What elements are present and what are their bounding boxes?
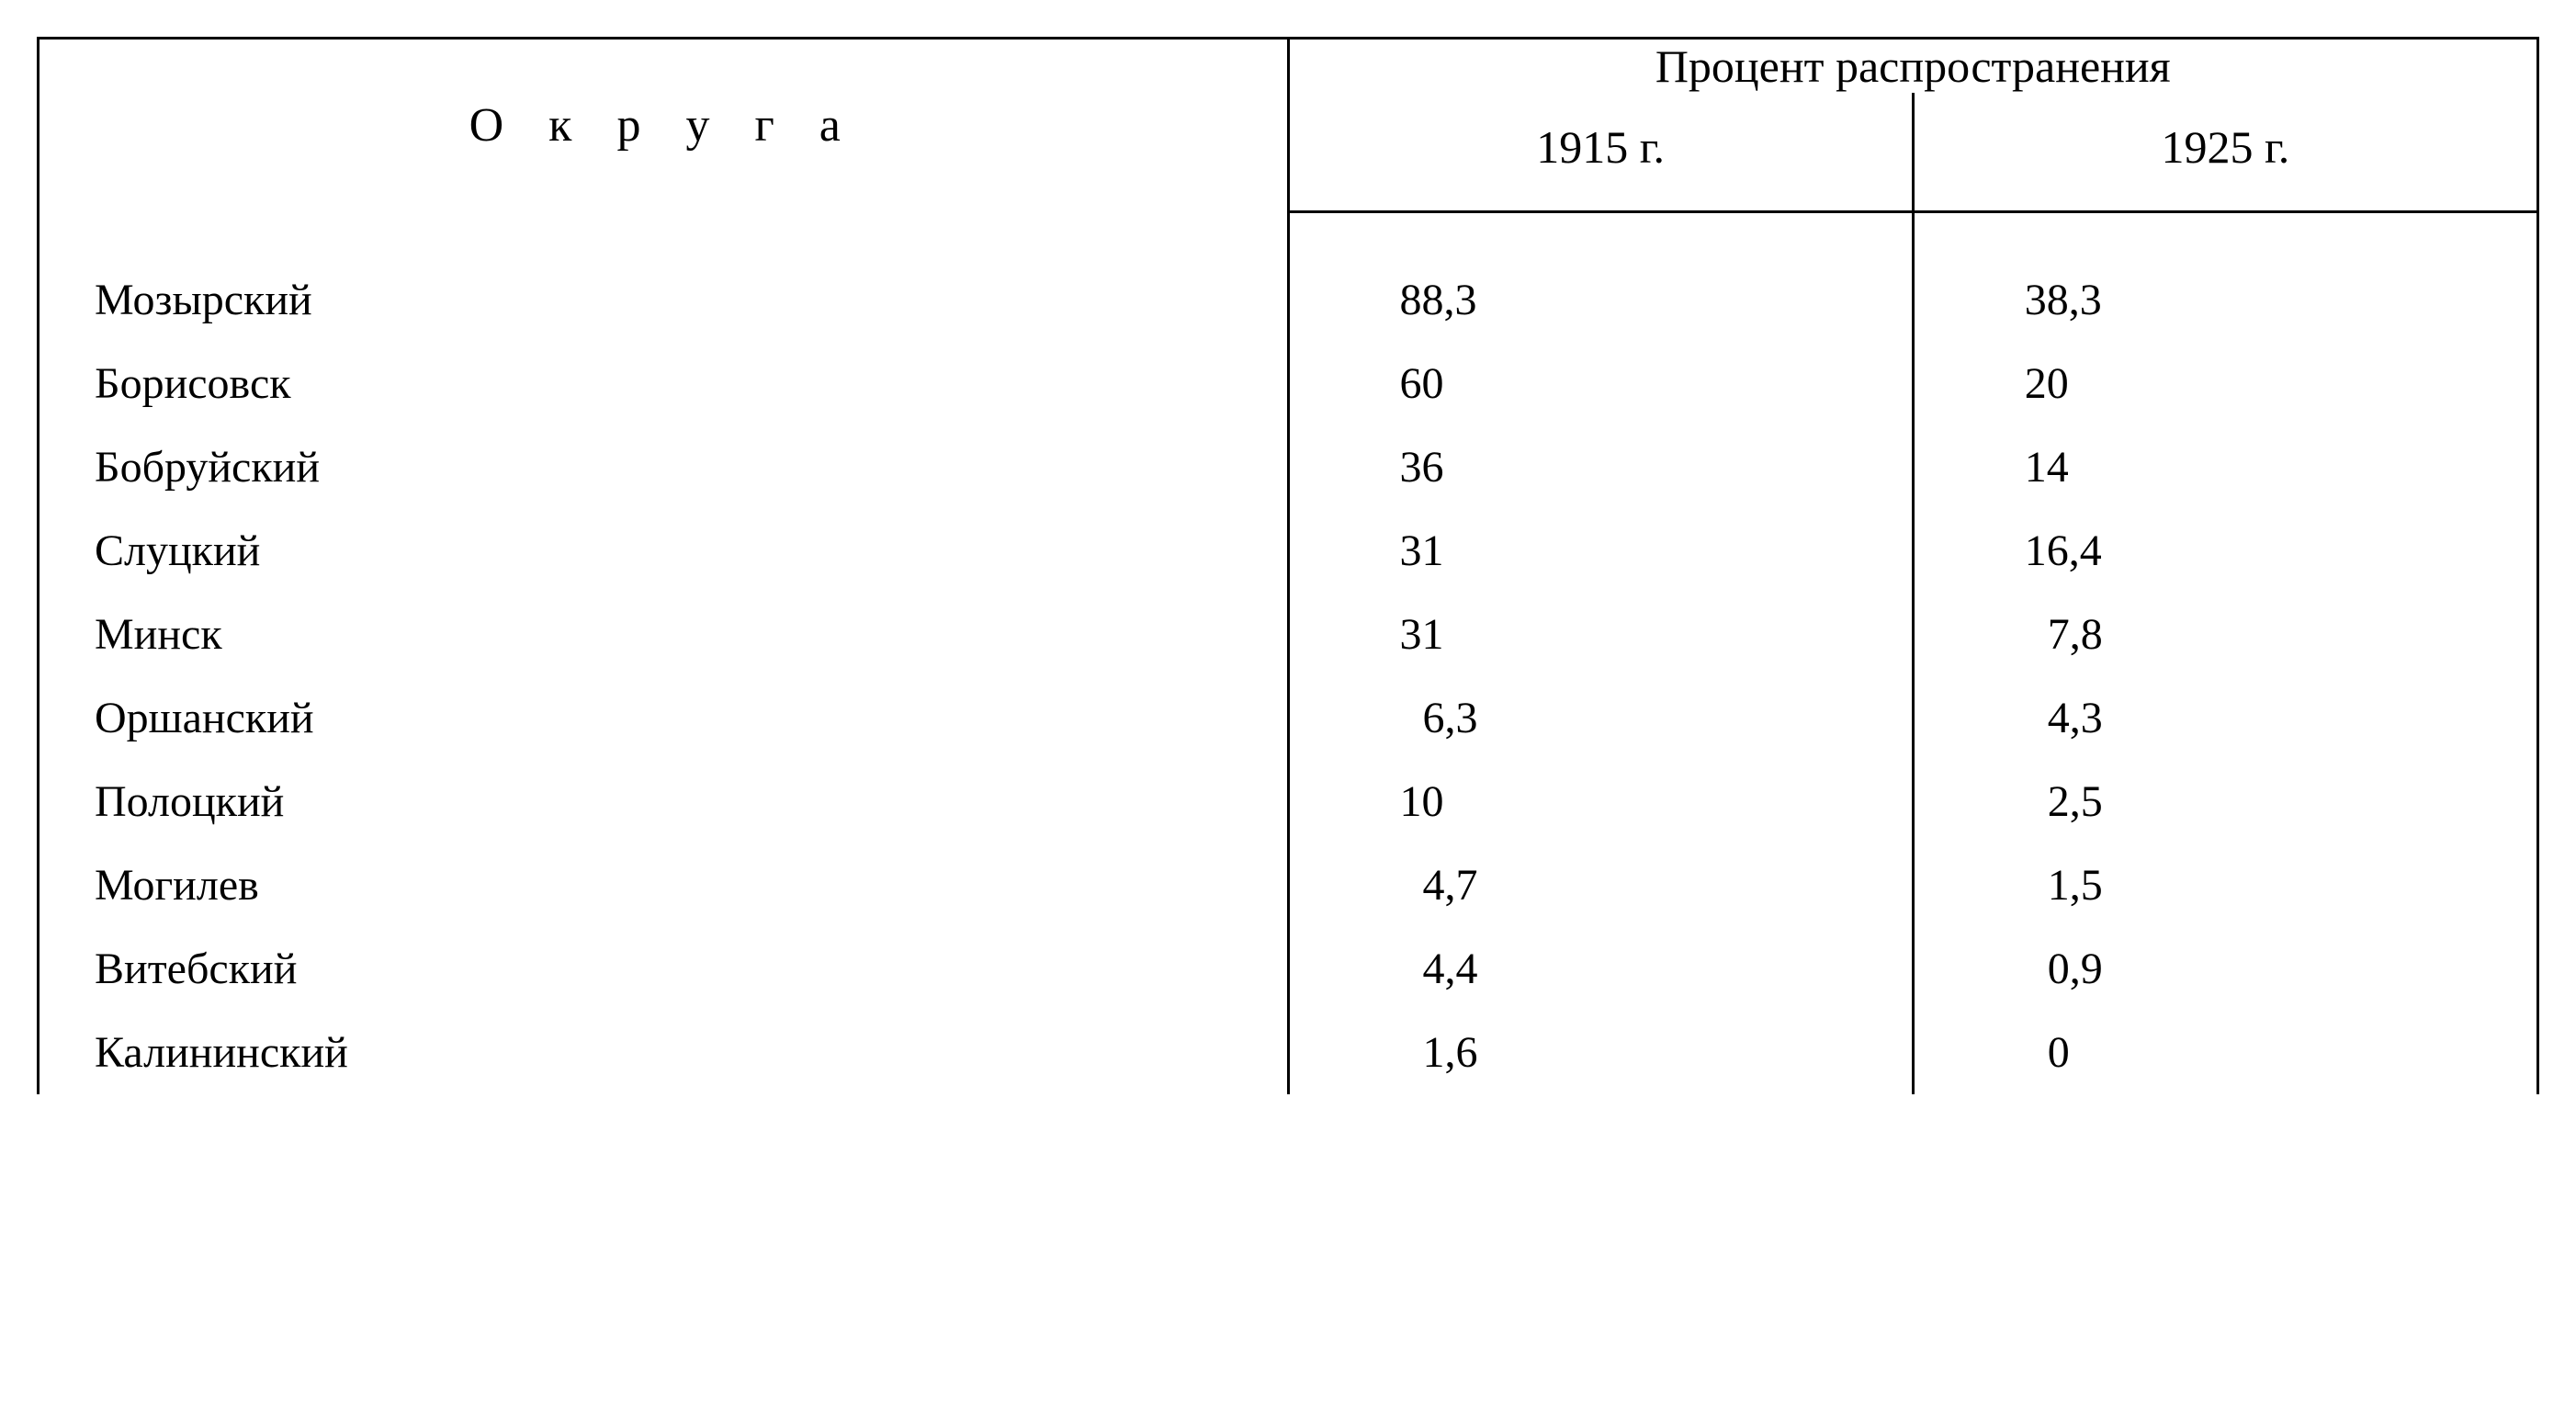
year-1925-header: 1925 г. xyxy=(1913,93,2537,212)
value-1925-cell: 0 xyxy=(1913,1011,2537,1094)
value-1925-cell: 20 xyxy=(1913,342,2537,425)
district-cell: Витебский xyxy=(39,927,1289,1011)
district-cell: Полоцкий xyxy=(39,760,1289,843)
table-row: Бобруйский3614 xyxy=(39,425,2538,509)
district-cell: Минск xyxy=(39,593,1289,676)
district-cell: Бобруйский xyxy=(39,425,1289,509)
value-1915-cell: 60 xyxy=(1288,342,1913,425)
value-1925-cell: 16,4 xyxy=(1913,509,2537,593)
value-1915-cell: 6,3 xyxy=(1288,676,1913,760)
value-1925-cell: 4,3 xyxy=(1913,676,2537,760)
table-row: Мозырский88,338,3 xyxy=(39,258,2538,342)
value-1915-cell: 4,7 xyxy=(1288,843,1913,927)
spacer-row xyxy=(39,212,2538,258)
district-cell: Оршанский xyxy=(39,676,1289,760)
value-1925-cell: 38,3 xyxy=(1913,258,2537,342)
table-row: Оршанский6,34,3 xyxy=(39,676,2538,760)
distribution-table: О к р у г а Процент распространения 1915… xyxy=(37,37,2539,1094)
value-1925-cell: 7,8 xyxy=(1913,593,2537,676)
table-row: Калининский1,60 xyxy=(39,1011,2538,1094)
table-row: Витебский4,40,9 xyxy=(39,927,2538,1011)
table-header: О к р у г а Процент распространения 1915… xyxy=(39,39,2538,212)
table-row: Полоцкий102,5 xyxy=(39,760,2538,843)
value-1915-cell: 36 xyxy=(1288,425,1913,509)
district-cell: Калининский xyxy=(39,1011,1289,1094)
value-1925-cell: 14 xyxy=(1913,425,2537,509)
district-cell: Могилев xyxy=(39,843,1289,927)
table-body: Мозырский88,338,3Борисовск6020Бобруйский… xyxy=(39,212,2538,1094)
value-1925-cell: 1,5 xyxy=(1913,843,2537,927)
value-1925-cell: 2,5 xyxy=(1913,760,2537,843)
district-column-header: О к р у г а xyxy=(39,39,1289,212)
table-row: Могилев4,71,5 xyxy=(39,843,2538,927)
value-1915-cell: 88,3 xyxy=(1288,258,1913,342)
year-1915-header: 1915 г. xyxy=(1288,93,1913,212)
table-row: Слуцкий3116,4 xyxy=(39,509,2538,593)
table-container: О к р у г а Процент распространения 1915… xyxy=(37,37,2539,1094)
header-row-1: О к р у г а Процент распространения xyxy=(39,39,2538,94)
district-cell: Мозырский xyxy=(39,258,1289,342)
value-1915-cell: 10 xyxy=(1288,760,1913,843)
value-1915-cell: 1,6 xyxy=(1288,1011,1913,1094)
table-row: Минск317,8 xyxy=(39,593,2538,676)
district-cell: Борисовск xyxy=(39,342,1289,425)
value-1925-cell: 0,9 xyxy=(1913,927,2537,1011)
value-1915-cell: 31 xyxy=(1288,593,1913,676)
table-row: Борисовск6020 xyxy=(39,342,2538,425)
percent-group-header: Процент распространения xyxy=(1288,39,2538,94)
value-1915-cell: 4,4 xyxy=(1288,927,1913,1011)
district-cell: Слуцкий xyxy=(39,509,1289,593)
value-1915-cell: 31 xyxy=(1288,509,1913,593)
